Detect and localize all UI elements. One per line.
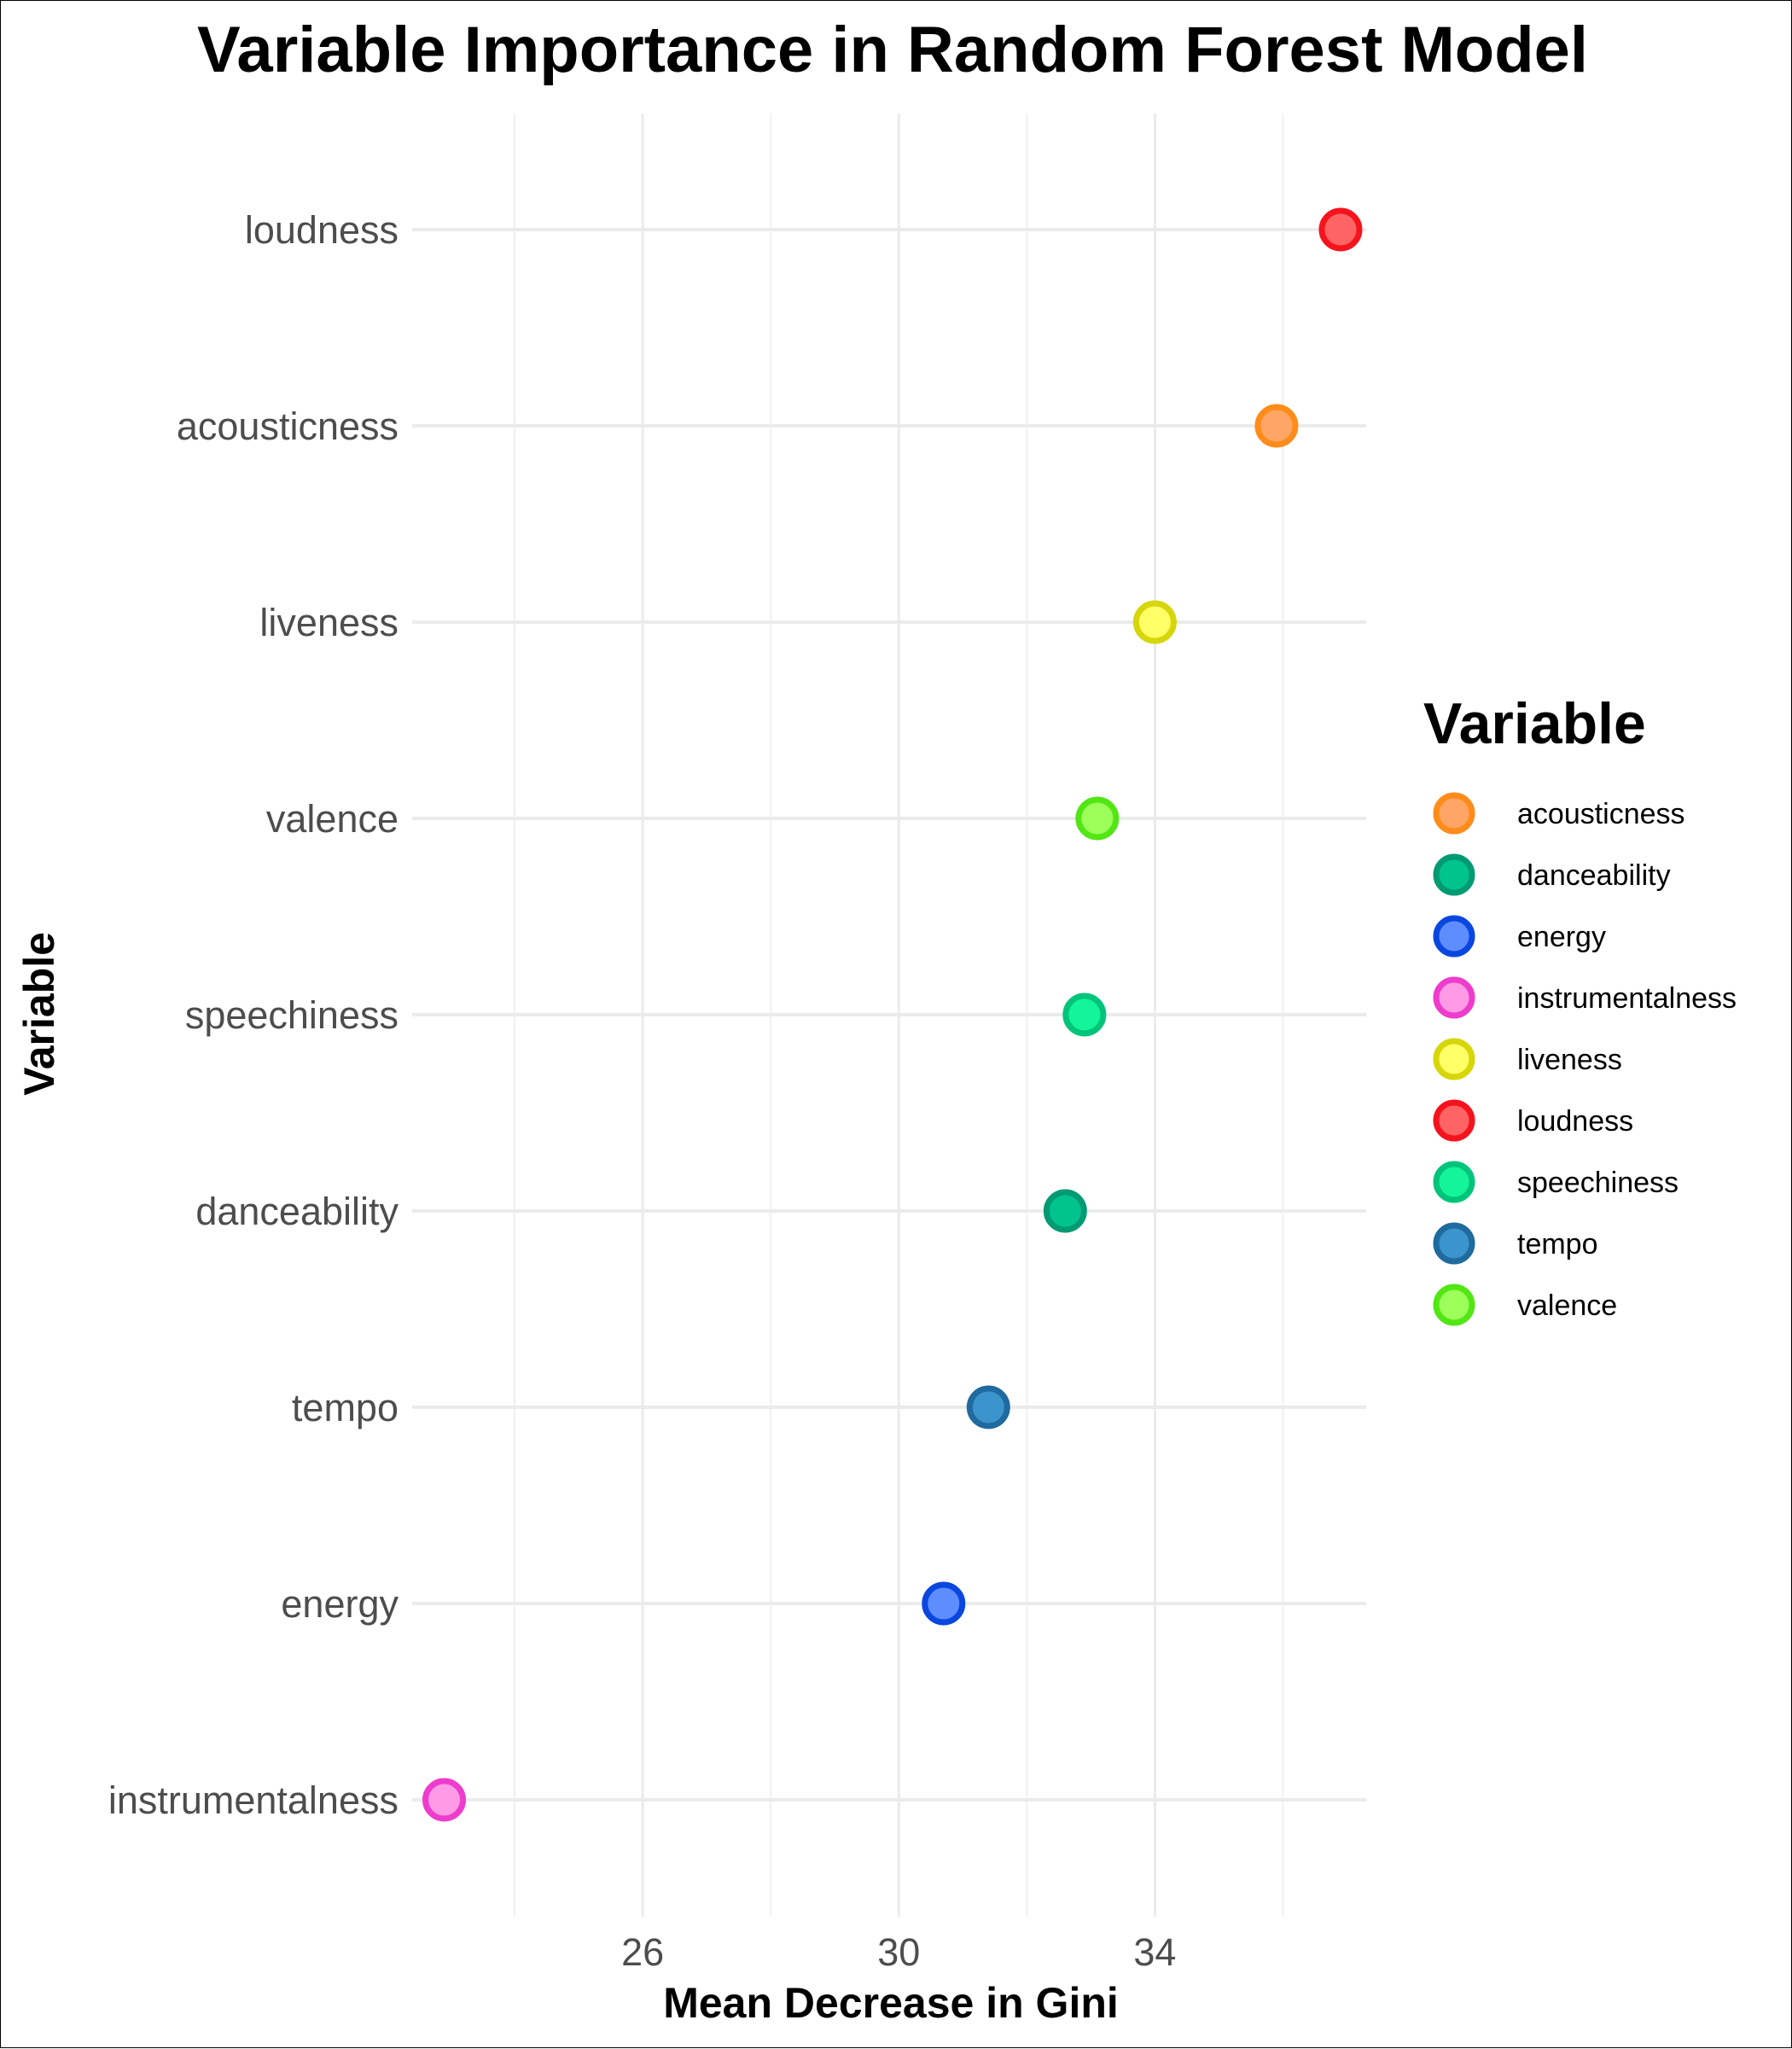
- data-point-instrumentalness: [422, 1778, 467, 1822]
- legend-label: loudness: [1517, 1105, 1633, 1138]
- y-tick-labels: loudness acousticness liveness valence speec…: [108, 208, 399, 1822]
- legend-key-valence: [1433, 1284, 1475, 1326]
- legend-key-danceability: [1433, 853, 1475, 896]
- data-points: [422, 207, 1363, 1822]
- legend-label: acousticness: [1517, 798, 1685, 830]
- legend-label: liveness: [1517, 1044, 1622, 1076]
- data-point-loudness: [1318, 207, 1363, 252]
- data-point-energy: [922, 1581, 966, 1626]
- data-point-tempo: [966, 1385, 1010, 1429]
- x-axis-title: Mean Decrease in Gini: [663, 1979, 1119, 2027]
- y-tick-label: valence: [266, 797, 399, 841]
- y-axis-title: Variable: [15, 932, 63, 1096]
- data-point-danceability: [1043, 1189, 1087, 1233]
- y-tick-label: energy: [281, 1582, 399, 1626]
- legend-title: Variable: [1423, 691, 1646, 756]
- x-tick-labels: 26 30 34: [621, 1930, 1176, 1974]
- grid-lines: [412, 114, 1366, 1917]
- legend-label: danceability: [1517, 859, 1671, 892]
- x-tick-label: 30: [877, 1930, 920, 1974]
- legend-label: tempo: [1517, 1228, 1598, 1260]
- legend-label: instrumentalness: [1517, 982, 1737, 1015]
- legend-key-energy: [1433, 915, 1475, 958]
- x-tick-label: 34: [1133, 1930, 1176, 1974]
- data-point-liveness: [1132, 600, 1177, 644]
- legend-label: valence: [1517, 1289, 1617, 1322]
- legend-key-loudness: [1433, 1099, 1475, 1142]
- legend-key-speechiness: [1433, 1161, 1475, 1203]
- data-point-acousticness: [1254, 404, 1299, 448]
- y-tick-label: danceability: [195, 1190, 399, 1233]
- y-tick-label: acousticness: [177, 405, 399, 448]
- y-tick-label: tempo: [292, 1386, 399, 1429]
- legend-key-tempo: [1433, 1222, 1475, 1265]
- legend-label: speechiness: [1517, 1167, 1679, 1199]
- y-tick-label: liveness: [259, 601, 399, 644]
- y-tick-label: instrumentalness: [108, 1778, 399, 1822]
- data-point-speechiness: [1062, 992, 1107, 1037]
- data-point-valence: [1075, 796, 1120, 841]
- y-tick-label: loudness: [245, 208, 399, 252]
- legend-label: energy: [1517, 921, 1606, 953]
- y-tick-label: speechiness: [185, 993, 399, 1037]
- legend: acousticness danceability energy instrument…: [1433, 792, 1737, 1326]
- legend-key-instrumentalness: [1433, 976, 1475, 1019]
- legend-key-liveness: [1433, 1038, 1475, 1080]
- x-tick-label: 26: [621, 1930, 664, 1974]
- legend-key-acousticness: [1433, 792, 1475, 835]
- chart-title: Variable Importance in Random Forest Mod…: [197, 14, 1588, 86]
